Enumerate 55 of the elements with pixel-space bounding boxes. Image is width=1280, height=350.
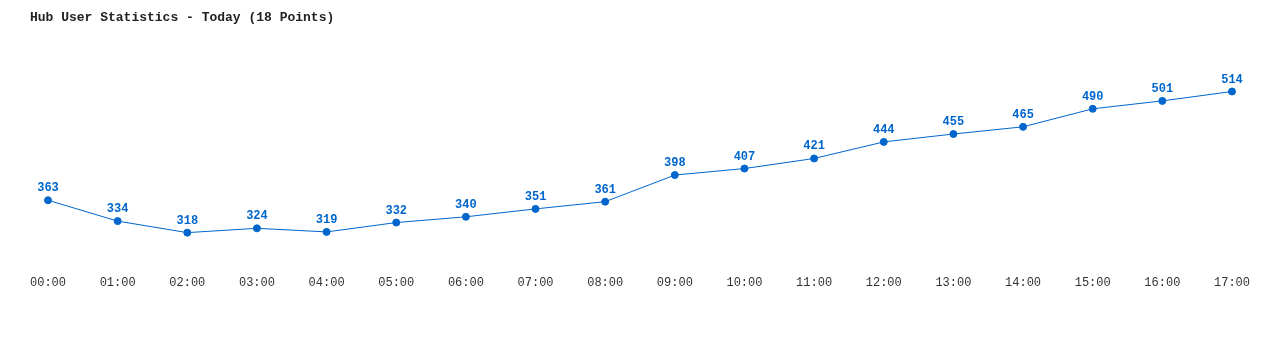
x-tick-label: 09:00 <box>656 275 693 290</box>
point <box>461 212 470 221</box>
chart-title: Hub User Statistics - Today (18 Points) <box>30 10 335 26</box>
point <box>949 130 958 138</box>
data-label: 465 <box>1012 107 1034 122</box>
x-tick-label: 00:00 <box>30 275 67 290</box>
x-tick-label: 03:00 <box>238 275 275 290</box>
point <box>879 137 888 146</box>
data-label: 421 <box>803 139 825 154</box>
point <box>252 224 261 233</box>
x-tick-label: 05:00 <box>378 275 415 290</box>
point <box>670 171 679 180</box>
point <box>1019 122 1028 131</box>
data-label: 398 <box>664 156 686 171</box>
point <box>1088 104 1097 113</box>
x-tick-label: 04:00 <box>308 275 345 290</box>
data-label: 340 <box>455 197 477 212</box>
data-label: 334 <box>106 202 129 217</box>
data-label: 319 <box>315 212 338 227</box>
point <box>810 154 819 163</box>
x-tick-label: 16:00 <box>1144 275 1181 290</box>
point <box>1228 87 1236 96</box>
data-label: 318 <box>176 213 199 228</box>
point <box>531 204 540 213</box>
x-tick-label: 08:00 <box>587 275 624 290</box>
data-label: 514 <box>1221 72 1243 87</box>
point <box>44 196 52 205</box>
data-label: 332 <box>385 203 408 218</box>
data-label: 361 <box>594 182 616 197</box>
point <box>1158 96 1167 105</box>
x-tick-label: 02:00 <box>169 275 206 290</box>
data-label: 363 <box>37 181 59 196</box>
point <box>183 228 192 237</box>
x-tick-label: 11:00 <box>796 275 833 290</box>
point <box>392 218 401 227</box>
x-tick-label: 13:00 <box>935 275 972 290</box>
point <box>322 227 331 236</box>
x-tick-label: 10:00 <box>726 275 763 290</box>
point <box>601 197 610 206</box>
data-label: 351 <box>524 189 547 204</box>
x-tick-label: 07:00 <box>517 275 554 290</box>
x-tick-label: 01:00 <box>99 275 136 290</box>
x-tick-label: 15:00 <box>1074 275 1111 290</box>
data-label: 501 <box>1151 81 1174 96</box>
data-label: 455 <box>942 115 965 130</box>
x-tick-label: 17:00 <box>1213 275 1250 290</box>
point <box>113 217 122 226</box>
data-label: 444 <box>872 122 895 137</box>
x-tick-label: 14:00 <box>1005 275 1042 290</box>
data-label: 407 <box>733 149 756 164</box>
data-label: 490 <box>1081 89 1104 104</box>
point <box>740 164 749 173</box>
data-label: 324 <box>246 209 268 224</box>
x-tick-label: 12:00 <box>865 275 902 290</box>
x-tick-label: 06:00 <box>447 275 484 290</box>
